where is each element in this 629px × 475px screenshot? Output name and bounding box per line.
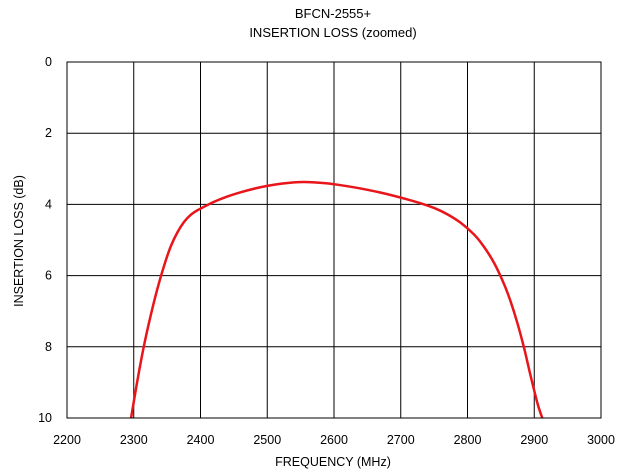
x-tick-label: 2300 — [120, 433, 148, 447]
chart-grid — [66, 61, 602, 419]
x-axis-label: FREQUENCY (MHz) — [275, 455, 391, 469]
insertion-loss-series-line — [129, 180, 544, 419]
x-tick-label: 2400 — [187, 433, 215, 447]
x-tick-label: 3000 — [587, 433, 615, 447]
x-tick-labels: 2200 2300 2400 2500 2600 2700 2800 2900 3000 — [53, 433, 615, 447]
x-tick-label: 2900 — [520, 433, 548, 447]
y-tick-label: 10 — [38, 411, 52, 425]
series-layer — [129, 180, 544, 419]
x-tick-label: 2200 — [53, 433, 81, 447]
y-axis-label: INSERTION LOSS (dB) — [12, 175, 26, 307]
x-tick-label: 2800 — [454, 433, 482, 447]
y-tick-label: 8 — [45, 340, 52, 354]
x-tick-label: 2600 — [320, 433, 348, 447]
y-tick-labels: 0 2 4 6 8 10 — [38, 55, 52, 425]
y-tick-label: 2 — [45, 126, 52, 140]
chart-subtitle: INSERTION LOSS (zoomed) — [249, 25, 416, 40]
y-tick-label: 6 — [45, 269, 52, 283]
plot-frame — [66, 61, 602, 419]
y-tick-label: 4 — [45, 197, 52, 211]
x-tick-label: 2700 — [387, 433, 415, 447]
chart-title: BFCN-2555+ — [295, 6, 371, 21]
x-tick-label: 2500 — [253, 433, 281, 447]
y-tick-label: 0 — [45, 55, 52, 69]
